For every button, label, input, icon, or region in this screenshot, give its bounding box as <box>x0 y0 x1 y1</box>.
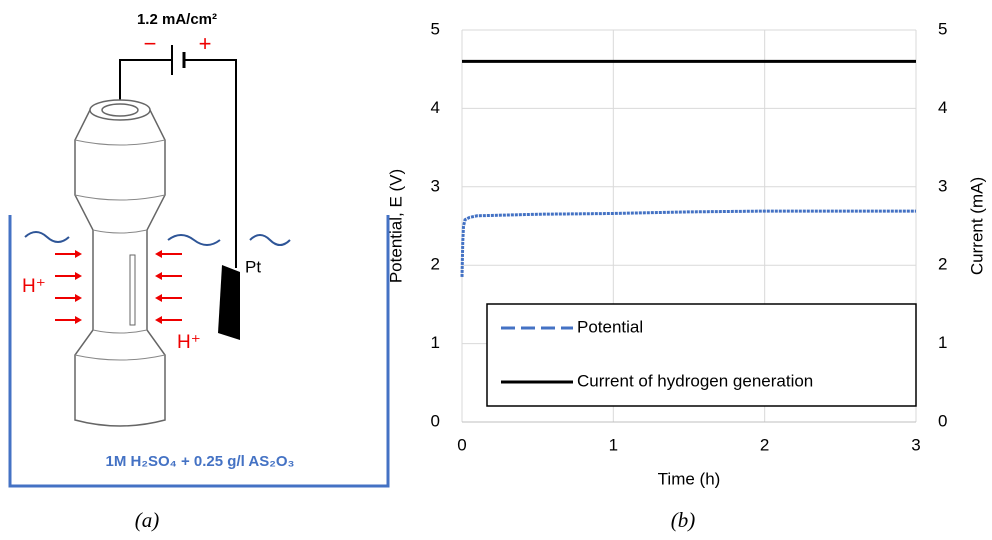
y-tick-label: 1 <box>431 333 440 352</box>
specimen-edges <box>74 139 166 361</box>
y2-tick-label: 0 <box>938 411 947 430</box>
wire <box>119 59 237 268</box>
specimen <box>74 109 166 427</box>
waves <box>24 231 291 246</box>
x-axis-label: Time (h) <box>658 469 721 488</box>
y-tick-label: 5 <box>431 19 440 38</box>
solution-label: 1M H₂SO₄ + 0.25 g/l AS₂O₃ <box>106 453 295 470</box>
plus-sign: + <box>199 31 212 56</box>
ion-label: H⁺ <box>177 332 201 353</box>
battery-label: 1.2 mA/cm² <box>137 11 217 28</box>
legend-label: Current of hydrogen generation <box>577 371 813 390</box>
specimen-hole <box>101 103 139 117</box>
y2-tick-label: 3 <box>938 176 947 195</box>
x-tick-label: 3 <box>911 435 920 454</box>
x-tick-label: 1 <box>609 435 618 454</box>
pt-electrode <box>218 265 240 340</box>
y-tick-label: 3 <box>431 176 440 195</box>
beaker <box>8 215 390 488</box>
y-tick-label: 4 <box>431 98 440 117</box>
caption: (a) <box>135 508 160 532</box>
legend-box <box>486 303 917 407</box>
ion-arrows <box>55 250 182 324</box>
y2-tick-label: 1 <box>938 333 947 352</box>
y2-tick-label: 4 <box>938 98 947 117</box>
legend-label: Potential <box>577 317 643 336</box>
y-axis-label: Potential, E (V) <box>386 169 405 283</box>
y-tick-label: 2 <box>431 255 440 274</box>
ion-label: H⁺ <box>22 276 46 297</box>
x-tick-label: 0 <box>457 435 466 454</box>
minus-sign: − <box>144 31 157 56</box>
y2-tick-label: 2 <box>938 255 947 274</box>
x-tick-label: 2 <box>760 435 769 454</box>
y2-axis-label: Current (mA) <box>967 177 986 275</box>
y-tick-label: 0 <box>431 411 440 430</box>
caption: (b) <box>671 508 696 532</box>
y2-tick-label: 5 <box>938 19 947 38</box>
chart: 0 1 2 3 4 5 0 1 2 3 4 5 0 1 2 3 Time (h) Potential, E (V)… <box>386 19 986 531</box>
specimen-slot <box>129 254 136 326</box>
series-line <box>460 209 916 277</box>
electrode-label: Pt <box>245 257 261 276</box>
diagram: 1.2 mA/cm² − + Pt H⁺ H⁺ 1M H₂SO₄ + 0.25 … <box>8 11 390 532</box>
